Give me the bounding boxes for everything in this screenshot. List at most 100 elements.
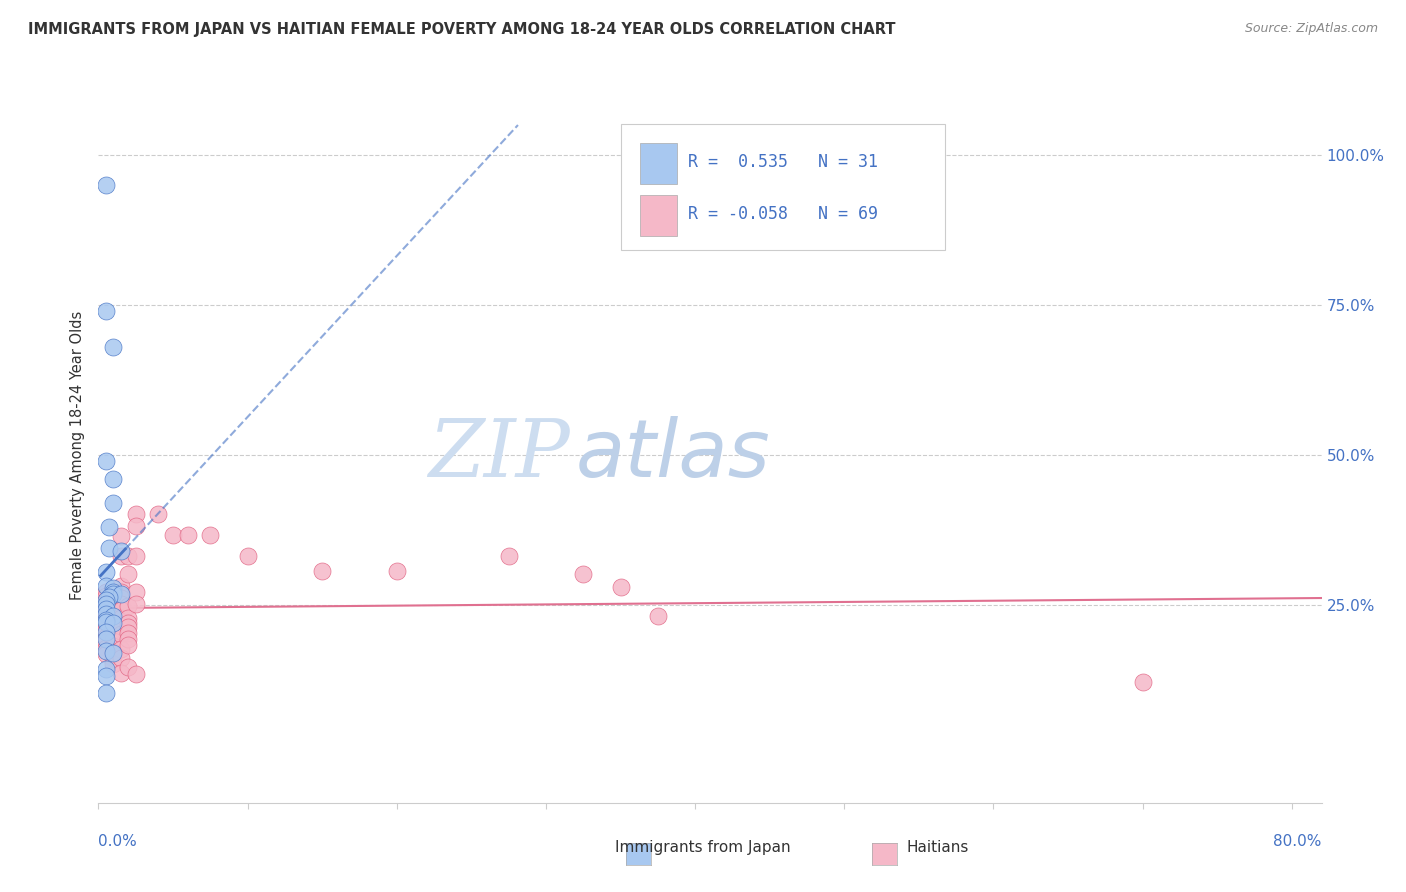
Point [103,496,125,510]
Point [94,668,117,682]
Point [94,611,117,625]
Point [103,639,125,653]
Bar [640,144,678,184]
Point [236,549,259,563]
Text: R =  0.535   N = 31: R = 0.535 N = 31 [688,153,877,171]
Text: Haitians: Haitians [907,840,969,855]
Point [94,604,117,618]
Point [117,599,139,613]
Point [94,584,117,599]
Text: R = -0.058   N = 69: R = -0.058 N = 69 [688,205,877,223]
Point [94,607,117,622]
Point [103,472,125,486]
Point [94,622,117,636]
Point [94,641,117,656]
Point [103,340,125,354]
Y-axis label: Female Poverty Among 18-24 Year Olds: Female Poverty Among 18-24 Year Olds [69,310,84,599]
Point [94,625,117,640]
Point [125,507,148,521]
Point [609,580,631,594]
Point [647,608,669,623]
Point [572,566,595,581]
Point [94,630,117,644]
Point [103,584,125,599]
Point [94,662,117,676]
Point [498,549,520,563]
Point [103,584,125,599]
Point [162,527,184,541]
Point [125,549,148,563]
Text: Immigrants from Japan: Immigrants from Japan [616,840,790,855]
Text: 80.0%: 80.0% [1274,834,1322,849]
Point [94,613,117,627]
Text: ZIP: ZIP [427,417,569,493]
Text: atlas: atlas [575,416,770,494]
Point [110,641,132,656]
Point [110,611,132,625]
Point [94,615,117,629]
Text: IMMIGRANTS FROM JAPAN VS HAITIAN FEMALE POVERTY AMONG 18-24 YEAR OLDS CORRELATIO: IMMIGRANTS FROM JAPAN VS HAITIAN FEMALE … [28,22,896,37]
Point [125,597,148,611]
Point [200,527,222,541]
Point [94,597,117,611]
Point [103,599,125,613]
Point [103,646,125,660]
Point [103,581,125,595]
Point [117,659,139,673]
Point [110,650,132,665]
Point [117,626,139,640]
Point [110,544,132,558]
Point [103,614,125,628]
Point [94,632,117,646]
Point [110,529,132,543]
Point [110,626,132,640]
Point [117,615,139,630]
Point [94,590,117,604]
Point [125,584,148,599]
Point [110,587,132,601]
Point [117,611,139,625]
Point [117,638,139,652]
Point [94,615,117,629]
Point [103,628,125,642]
Point [103,618,125,632]
Point [94,454,117,468]
Point [110,602,132,616]
Point [103,657,125,671]
Point [1132,674,1154,689]
Point [311,564,333,578]
Point [94,602,117,616]
Point [110,597,132,611]
Point [110,665,132,680]
FancyBboxPatch shape [620,124,945,250]
Point [94,600,117,615]
Point [103,608,125,623]
Point [94,625,117,640]
Point [94,304,117,318]
Text: 0.0%: 0.0% [98,834,138,849]
Point [117,632,139,646]
Point [94,597,117,611]
Point [94,635,117,649]
Point [125,518,148,533]
Point [97,541,120,555]
Point [94,593,117,607]
Point [177,527,200,541]
Point [103,590,125,604]
Point [103,645,125,659]
Point [103,587,125,601]
Point [103,615,125,630]
Point [103,594,125,608]
Point [94,565,117,579]
Point [103,604,125,618]
Point [117,566,139,581]
Point [103,632,125,647]
Point [385,564,408,578]
Point [94,579,117,593]
Point [94,618,117,632]
Point [94,686,117,700]
Point [97,520,120,534]
Point [146,507,169,521]
Point [110,619,132,633]
Point [94,607,117,622]
